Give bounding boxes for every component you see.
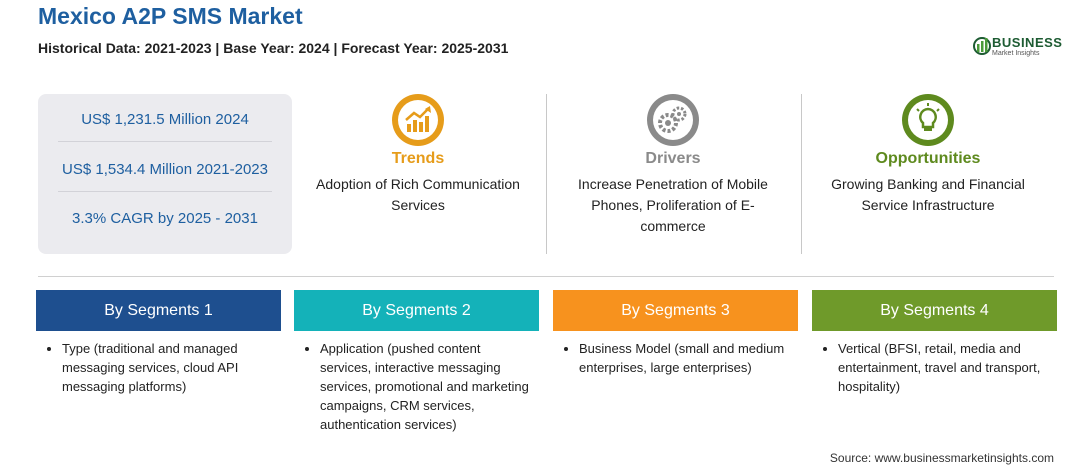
- globe-logo-icon: [973, 37, 991, 55]
- segment-header-2: By Segments 2: [294, 290, 539, 331]
- stat-divider: [58, 141, 272, 142]
- brand-logo: BUSINESS Market Insights: [972, 34, 1064, 60]
- section-divider: [38, 276, 1054, 277]
- page-subtitle: Historical Data: 2021-2023 | Base Year: …: [38, 40, 509, 56]
- feature-heading-opportunities: Opportunities: [875, 150, 981, 167]
- segment-card-4: By Segments 4 Vertical (BFSI, retail, me…: [812, 290, 1057, 450]
- segment-card-1: By Segments 1 Type (traditional and mana…: [36, 290, 281, 450]
- feature-text-drivers: Increase Penetration of Mobile Phones, P…: [578, 176, 768, 234]
- segment-item-3: Business Model (small and medium enterpr…: [579, 339, 794, 377]
- column-divider: [801, 94, 802, 254]
- feature-text-trends: Adoption of Rich Communication Services: [316, 176, 520, 213]
- trend-chart-icon: [390, 92, 446, 148]
- feature-text-opportunities: Growing Banking and Financial Service In…: [831, 176, 1025, 213]
- page-title: Mexico A2P SMS Market: [38, 3, 303, 29]
- segment-item-2: Application (pushed content services, in…: [320, 339, 535, 434]
- feature-heading-trends: Trends: [391, 150, 445, 167]
- source-credit: Source: www.businessmarketinsights.com: [829, 451, 1054, 465]
- segment-item-1: Type (traditional and managed messaging …: [62, 339, 277, 396]
- segment-header-4: By Segments 4: [812, 290, 1057, 331]
- lightbulb-icon: [900, 92, 956, 148]
- segment-card-3: By Segments 3 Business Model (small and …: [553, 290, 798, 450]
- segment-header-3: By Segments 3: [553, 290, 798, 331]
- gears-icon: [645, 92, 701, 148]
- stat-divider: [58, 191, 272, 192]
- segment-item-4: Vertical (BFSI, retail, media and entert…: [838, 339, 1053, 396]
- stat-historical-value: US$ 1,534.4 Million 2021-2023: [62, 161, 268, 178]
- feature-drivers: Drivers Increase Penetration of Mobile P…: [547, 92, 799, 237]
- stat-market-size-2024: US$ 1,231.5 Million 2024: [81, 111, 249, 128]
- logo-name: BUSINESS: [992, 35, 1063, 50]
- feature-heading-drivers: Drivers: [645, 150, 701, 167]
- column-divider: [546, 94, 547, 254]
- feature-opportunities: Opportunities Growing Banking and Financ…: [802, 92, 1054, 216]
- stat-cagr: 3.3% CAGR by 2025 - 2031: [72, 210, 258, 227]
- logo-tagline: Market Insights: [992, 50, 1040, 57]
- feature-trends: Trends Adoption of Rich Communication Se…: [292, 92, 544, 216]
- segment-header-1: By Segments 1: [36, 290, 281, 331]
- market-stats-panel: US$ 1,231.5 Million 2024 US$ 1,534.4 Mil…: [38, 94, 292, 254]
- segment-card-2: By Segments 2 Application (pushed conten…: [294, 290, 539, 450]
